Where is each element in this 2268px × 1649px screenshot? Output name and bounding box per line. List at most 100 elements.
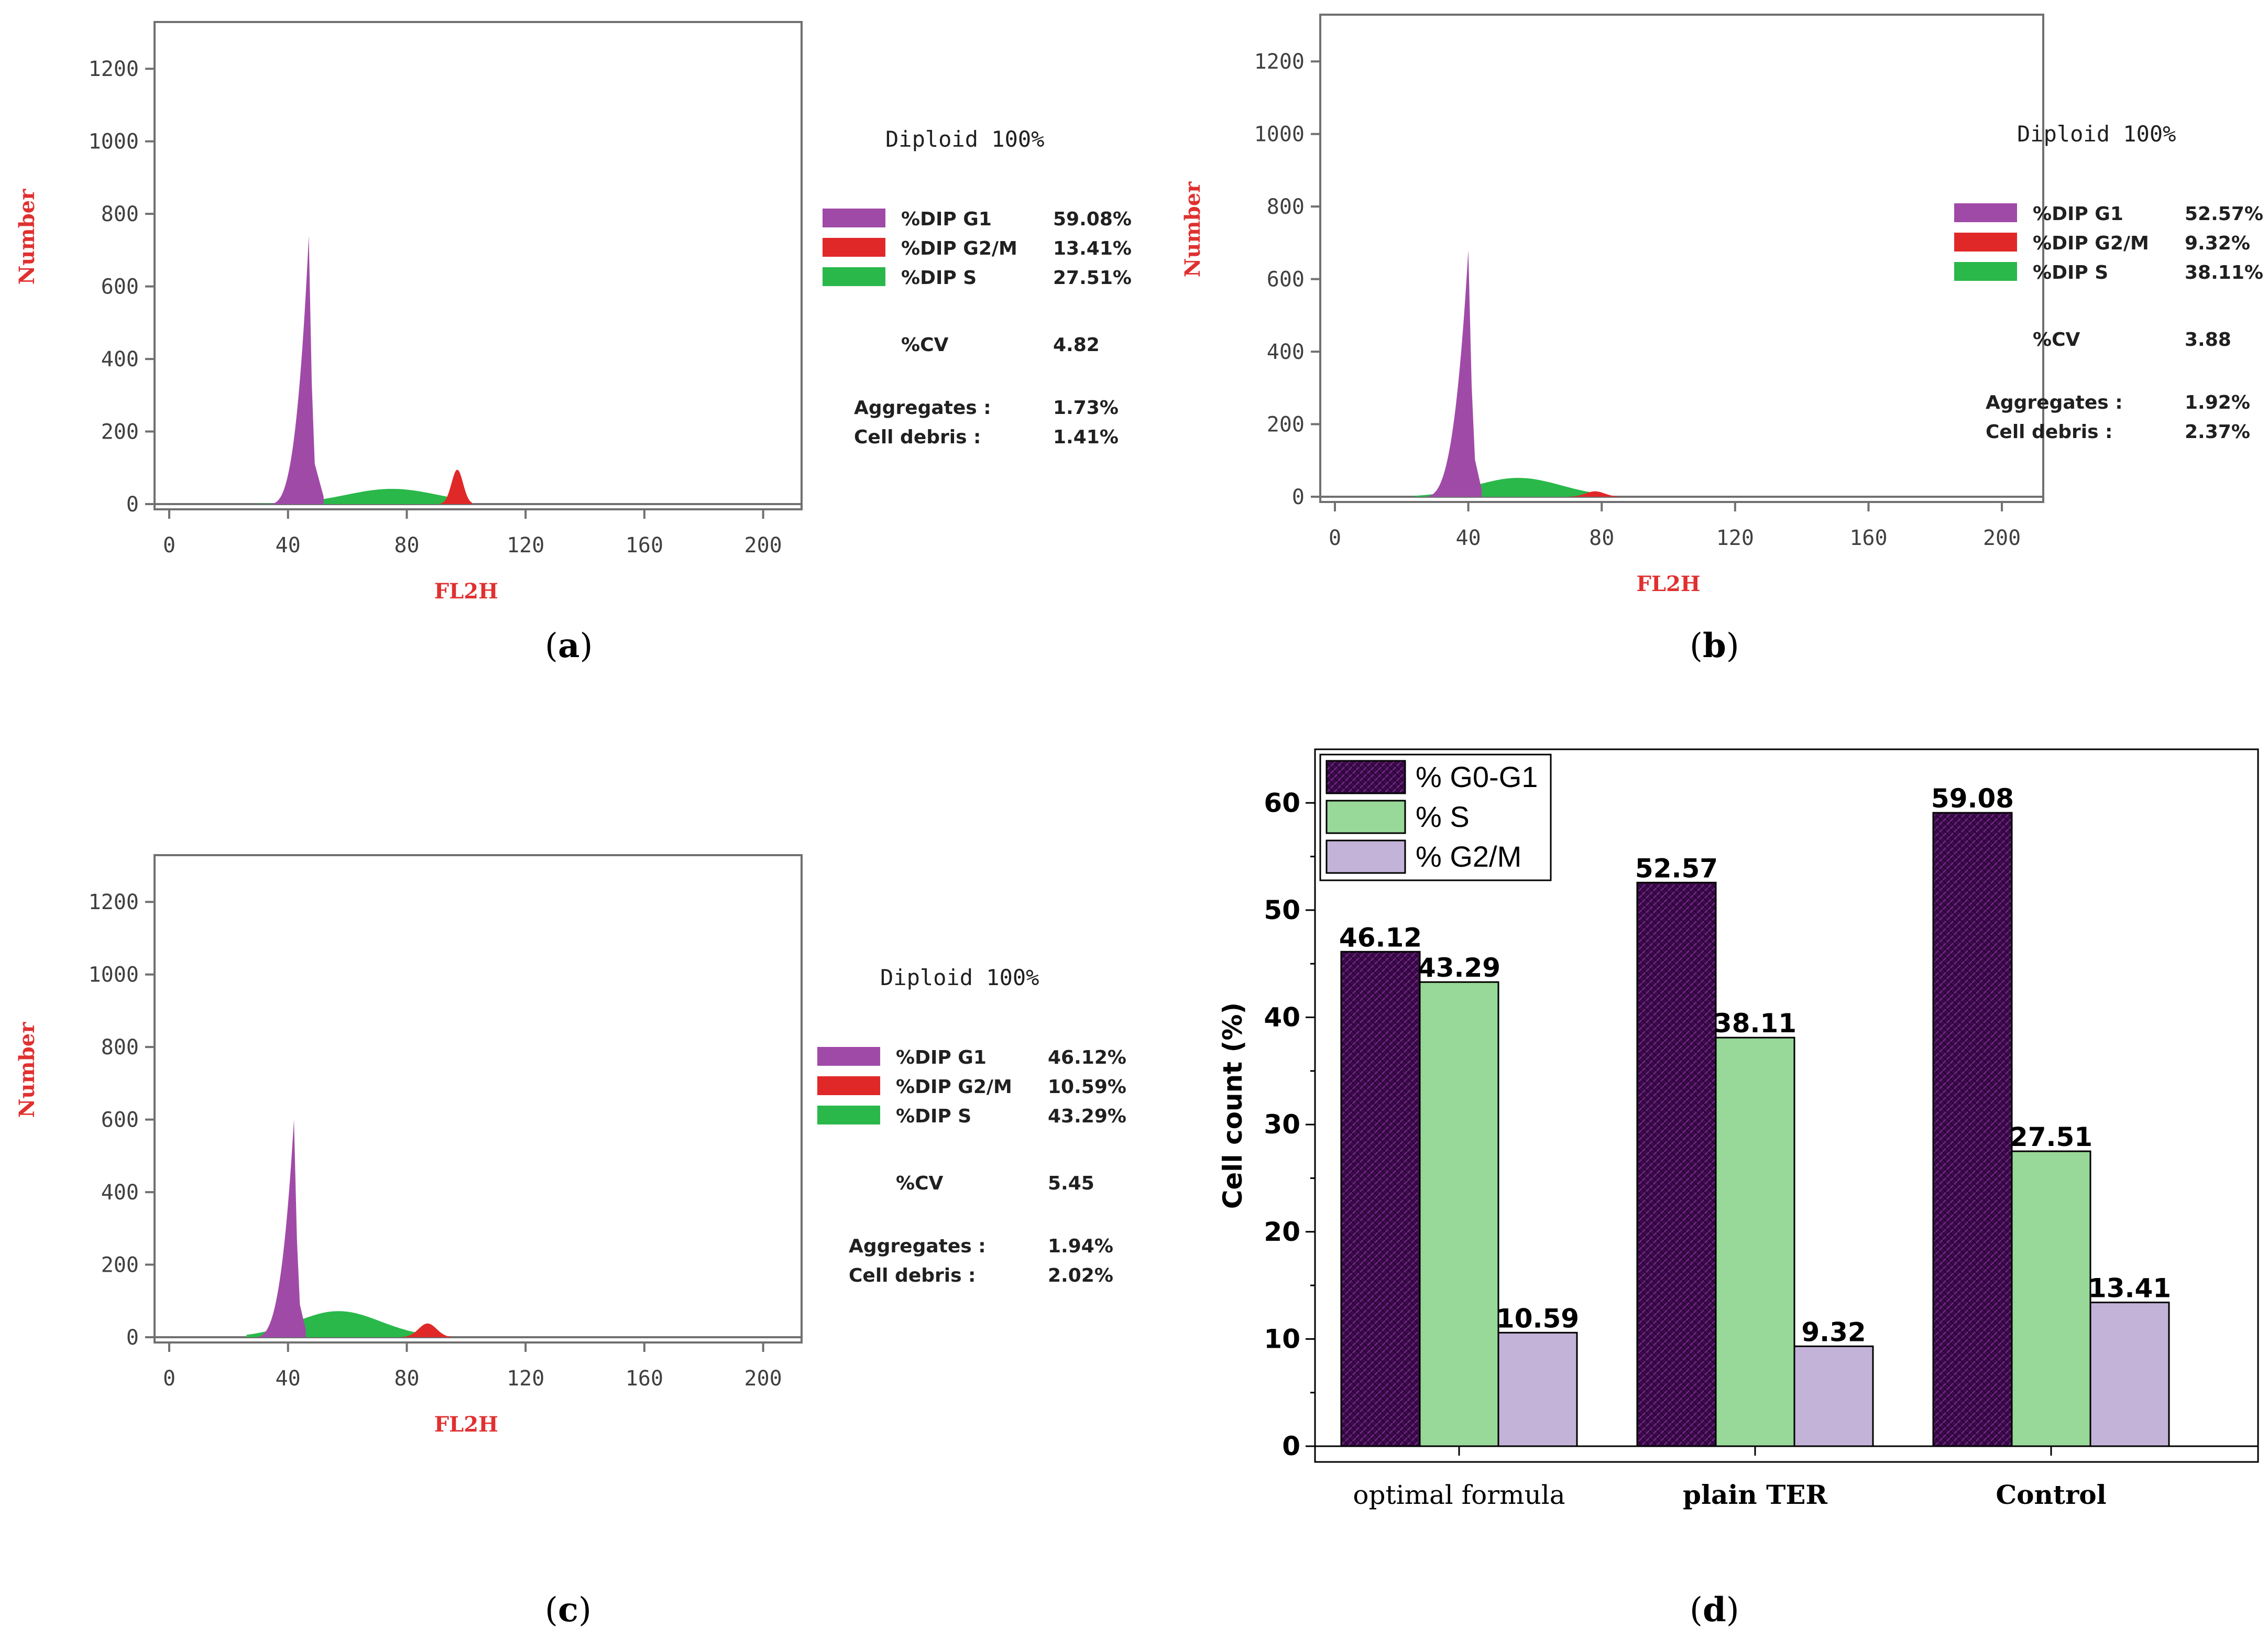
y-tick-label: 60	[1264, 788, 1300, 818]
y-tick-label: 1000	[89, 130, 139, 154]
y-tick-label: 0	[1292, 485, 1305, 509]
cell-debris-label: Cell debris :	[849, 1265, 976, 1286]
x-tick-label: 200	[744, 1367, 782, 1391]
legend-value: 10.59%	[1048, 1076, 1126, 1098]
cv-label: %CV	[896, 1173, 943, 1194]
caption-c: (c)	[545, 1590, 591, 1630]
y-tick-label: 1200	[89, 57, 139, 81]
y-tick-label: 200	[101, 420, 139, 444]
caption-b: (b)	[1690, 626, 1739, 665]
cell-debris-label: Cell debris :	[854, 427, 981, 448]
category-label: optimal formula	[1353, 1480, 1565, 1510]
legend-swatch	[817, 1076, 880, 1095]
y-tick-label: 200	[101, 1253, 139, 1277]
x-tick-label: 160	[1849, 526, 1887, 550]
legend-value: 38.11%	[2185, 262, 2263, 283]
legend-label: %DIP G2/M	[896, 1076, 1012, 1098]
legend-value: 43.29%	[1048, 1106, 1126, 1127]
bar-g0g1	[1636, 881, 1717, 1447]
legend-label: %DIP G2/M	[901, 238, 1017, 259]
x-axis-title: FL2H	[434, 1412, 498, 1437]
y-axis-title: Number	[15, 1022, 39, 1118]
cv-label: %CV	[2033, 329, 2080, 351]
cell-debris-label: Cell debris :	[1986, 421, 2112, 443]
x-tick-label: 160	[626, 533, 663, 558]
caption-d-letter: d	[1702, 1590, 1726, 1630]
y-axis-title: Cell count (%)	[1218, 1002, 1248, 1209]
y-tick-label: 1200	[89, 890, 139, 914]
legend-swatch	[1954, 233, 2017, 252]
y-tick-label: 600	[101, 275, 139, 299]
cell-debris-value: 2.37%	[2185, 421, 2250, 443]
legend-label: %DIP G1	[901, 209, 992, 230]
y-tick-label: 400	[1267, 340, 1305, 364]
legend-swatch	[817, 1106, 880, 1124]
y-tick-label: 0	[1282, 1431, 1300, 1461]
legend-swatch	[823, 238, 885, 257]
y-tick-label: 10	[1264, 1324, 1300, 1354]
category-label: plain TER	[1683, 1479, 1827, 1510]
y-tick-label: 800	[101, 1035, 139, 1060]
x-tick-label: 200	[744, 533, 782, 558]
cell-debris-value: 1.41%	[1053, 427, 1119, 448]
legend-value: 52.57%	[2185, 203, 2263, 225]
histogram-c-svg: 0 200 400 600 800 1000 1200 0 40 80 120 160 200 FL2H N…	[15, 854, 1126, 1437]
plot-frame	[154, 21, 803, 510]
aggregates-value: 1.92%	[2185, 392, 2250, 413]
g1-phase-area	[1421, 250, 1482, 497]
x-tick-label: 200	[1983, 526, 2021, 550]
histogram-panel-b: 0 200 400 600 800 1000 1200 0 40 80 120 160 200 FL2H N…	[1153, 0, 2268, 676]
legend-swatch	[823, 267, 885, 286]
caption-c-letter: c	[557, 1590, 578, 1630]
legend-swatch	[1325, 839, 1406, 874]
y-tick-label: 200	[1267, 413, 1305, 437]
y-tick-label: 400	[101, 347, 139, 372]
g2m-phase-area	[439, 469, 473, 504]
legend-swatch	[1325, 760, 1406, 794]
legend-swatch	[823, 209, 885, 227]
g2m-phase-area	[401, 1323, 452, 1337]
aggregates-label: Aggregates :	[1986, 392, 2123, 413]
legend-swatch	[1954, 262, 2017, 281]
y-tick-label: 40	[1264, 1002, 1300, 1033]
bar-g2m	[2089, 1302, 2170, 1447]
legend-label: % G0-G1	[1416, 760, 1538, 793]
y-axis-title: Number	[15, 189, 39, 285]
x-tick-label: 120	[507, 1367, 544, 1391]
y-tick-label: 20	[1264, 1217, 1300, 1247]
bar-g2m	[1497, 1331, 1578, 1447]
x-tick-label: 80	[1589, 526, 1614, 550]
data-label: 9.32	[1801, 1317, 1866, 1347]
data-label: 43.29	[1418, 953, 1500, 983]
s-phase-area	[258, 488, 466, 504]
caption-a-letter: a	[557, 626, 580, 665]
g1-phase-area	[252, 1119, 306, 1337]
x-axis-title: FL2H	[434, 579, 498, 604]
y-tick-label: 0	[126, 1326, 139, 1350]
legend-value: 13.41%	[1053, 238, 1132, 259]
histogram-panel-c: 0 200 400 600 800 1000 1200 0 40 80 120 160 200 FL2H N…	[0, 833, 1153, 1509]
bar-chart-panel: 0 10 20 30 40 50 60 Cell count (%) 46.12 43.29 10.…	[1195, 734, 2268, 1572]
histogram-b-svg: 0 200 400 600 800 1000 1200 0 40 80 120 160 200 FL2H N…	[1180, 14, 2263, 596]
x-tick-label: 0	[1329, 526, 1341, 550]
data-label: 59.08	[1931, 783, 2014, 814]
cv-value: 3.88	[2185, 329, 2231, 351]
y-tick-label: 1000	[89, 963, 139, 987]
y-tick-label: 800	[1267, 195, 1305, 219]
bar-s	[1715, 1036, 1795, 1447]
x-tick-label: 40	[276, 1367, 301, 1391]
bar-g0g1	[1340, 951, 1421, 1447]
y-tick-label: 1000	[1254, 123, 1305, 147]
histogram-a-svg: 0 200 400 600 800 1000 1200 0 40 80 120 160 200 FL2H N…	[15, 21, 1132, 604]
legend-value: 46.12%	[1048, 1047, 1126, 1068]
y-tick-label: 0	[126, 493, 139, 517]
y-tick-label: 400	[101, 1181, 139, 1205]
y-tick-label: 600	[101, 1108, 139, 1132]
x-tick-label: 160	[626, 1367, 663, 1391]
aggregates-label: Aggregates :	[849, 1236, 986, 1257]
x-tick-label: 40	[276, 533, 301, 558]
legend-label: %DIP G1	[896, 1047, 987, 1068]
y-tick-label: 50	[1264, 895, 1300, 925]
legend-value: 27.51%	[1053, 267, 1132, 289]
